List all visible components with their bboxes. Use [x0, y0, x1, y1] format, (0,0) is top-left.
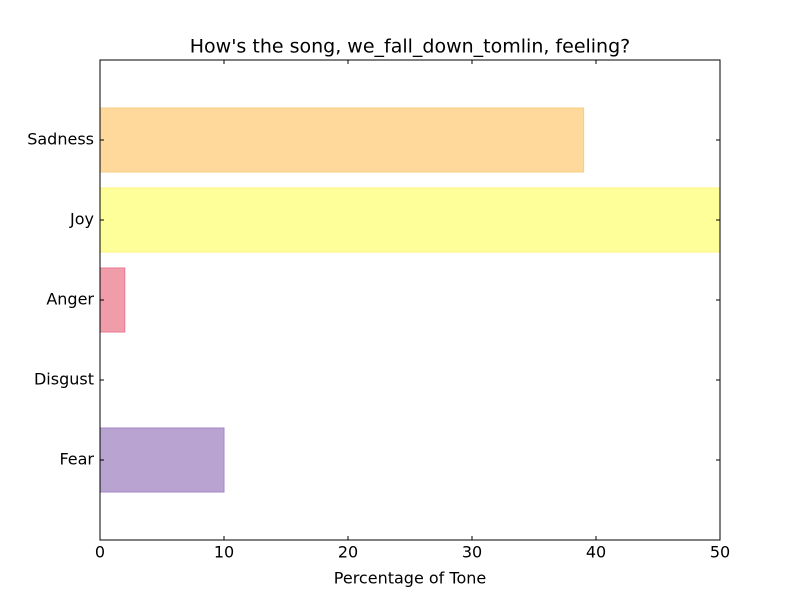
x-tick-label: 50 [710, 543, 730, 562]
x-axis-label: Percentage of Tone [334, 569, 486, 588]
x-tick-label: 10 [214, 543, 234, 562]
bar [99, 107, 585, 173]
bar [99, 427, 225, 493]
x-tick-label: 0 [95, 543, 105, 562]
x-tick-label: 20 [338, 543, 358, 562]
y-tick-label: Joy [69, 210, 94, 229]
y-tick-label: Sadness [27, 130, 94, 149]
x-tick-label: 30 [462, 543, 482, 562]
y-tick-label: Fear [59, 450, 94, 469]
x-tick-label: 40 [586, 543, 606, 562]
chart-title: How's the song, we_fall_down_tomlin, fee… [190, 36, 631, 58]
y-tick-label: Disgust [34, 370, 94, 389]
bar [99, 187, 721, 253]
y-tick-label: Anger [46, 290, 94, 309]
plot-frame [99, 59, 721, 541]
